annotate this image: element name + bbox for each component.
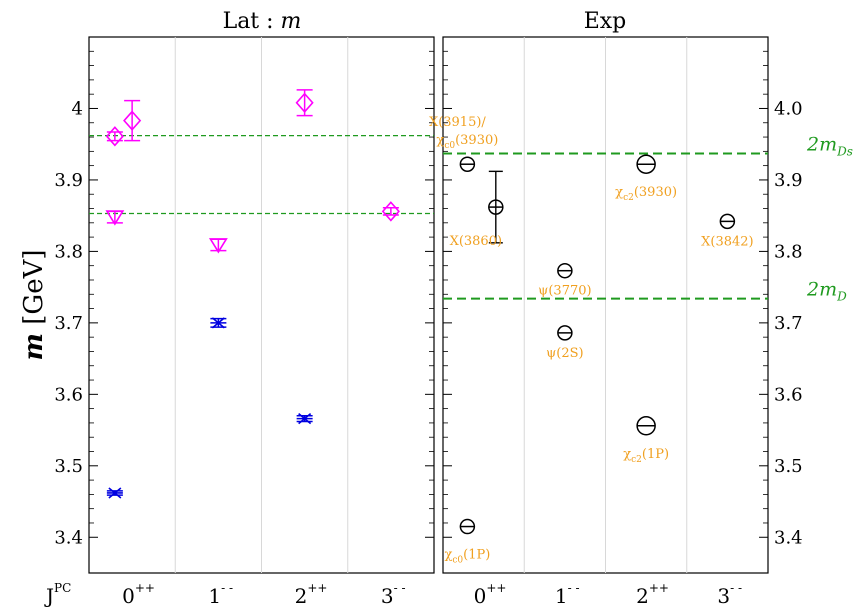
experiment-point (719, 213, 736, 230)
y-tick-label: 3.8 (774, 241, 803, 262)
lattice-reference-lines (89, 134, 434, 215)
lattice-point (208, 238, 228, 254)
category-label: 1- - (208, 581, 233, 608)
star-stroke (298, 413, 312, 425)
y-tick-label: 3.5 (774, 456, 803, 477)
lattice-point (106, 487, 123, 499)
category-label: 1- - (555, 581, 580, 608)
experiment-point (636, 154, 656, 174)
category-label: 0++ (474, 581, 507, 608)
experiment-point (557, 325, 573, 341)
y-tick-label: 3.7 (54, 313, 83, 334)
experiment-panel-title: Exp (584, 9, 627, 34)
experiment-threshold-lines: 2mDs 2mD (443, 133, 853, 304)
lattice-category-labels: 0++ 1- - 2++ 3- - (122, 581, 405, 608)
experiment-category-labels: 0++ 1- - 2++ 3- - (474, 581, 742, 608)
lattice-point (296, 413, 313, 425)
experiment-point (488, 170, 504, 244)
state-label: ψ(2S) (546, 346, 584, 361)
lattice-y-ticks: 3.4 3.5 3.6 3.7 3.8 3.9 4 (54, 50, 434, 548)
lattice-data-points (105, 89, 400, 499)
category-label: 2++ (295, 581, 328, 608)
y-tick-label: 3.9 (774, 170, 803, 191)
category-label: 3- - (381, 581, 406, 608)
state-label: χc0(3930) (436, 133, 498, 151)
experiment-panel: Exp 2mDs 2mD 3.4 3.5 3.6 3.7 3.8 3.9 4.0 0++ 1- … (429, 9, 853, 608)
experiment-point (557, 262, 573, 279)
lattice-point (105, 210, 125, 226)
jpc-axis-label: JPC (44, 581, 71, 608)
lattice-point (210, 317, 227, 329)
diamond-marker (295, 92, 314, 113)
experiment-gridlines (523, 37, 688, 573)
experiment-data-points (459, 154, 736, 535)
y-tick-label: 4 (72, 98, 83, 119)
lattice-panel: Lat : m 3.4 3.5 3.6 3.7 3.8 3.9 4 0++ 1- - 2++ 3-… (54, 9, 435, 608)
category-label: 3- - (717, 581, 742, 608)
experiment-y-ticks: 3.4 3.5 3.6 3.7 3.8 3.9 4.0 (443, 50, 803, 548)
y-axis-label: m [GeV] (19, 250, 49, 361)
y-tick-label: 4.0 (774, 98, 803, 119)
state-label: χc2(1P) (623, 447, 669, 465)
state-label: χc2(3930) (615, 185, 677, 203)
state-label: X(3915)/ (429, 115, 486, 130)
state-label: X(3842) (701, 234, 753, 249)
diamond-marker (381, 201, 400, 222)
lattice-point (123, 99, 142, 142)
experiment-point (459, 156, 476, 172)
diamond-marker (123, 110, 142, 131)
lattice-point (295, 89, 314, 117)
experiment-state-labels: χc0(1P) X(3915)/ X(3860) ψ(3770) ψ(2S) χc2(39… (429, 115, 754, 565)
star-stroke (211, 317, 225, 329)
experiment-point (459, 518, 476, 535)
category-label: 2++ (636, 581, 669, 608)
y-tick-label: 3.7 (774, 313, 803, 334)
star-stroke (108, 487, 122, 499)
lattice-point (381, 201, 400, 222)
y-tick-label: 3.9 (54, 170, 83, 191)
state-label: χc0(1P) (444, 548, 490, 566)
triangle-marker (105, 210, 125, 226)
threshold-label: 2mD (806, 279, 847, 304)
lattice-gridlines (174, 37, 349, 573)
experiment-point (636, 416, 656, 436)
diamond-marker (105, 126, 124, 147)
threshold-label: 2mDs (806, 133, 853, 158)
y-tick-label: 3.4 (54, 527, 83, 548)
state-label: X(3860) (450, 234, 502, 249)
category-label: 0++ (122, 581, 155, 608)
jpc-label-text: JPC (44, 581, 71, 608)
lattice-point (105, 126, 124, 147)
y-tick-label: 3.8 (54, 241, 83, 262)
y-tick-label: 3.4 (774, 527, 803, 548)
y-tick-label: 3.6 (54, 384, 83, 405)
lattice-panel-title: Lat : m (223, 9, 302, 34)
triangle-marker (208, 238, 228, 254)
state-label: ψ(3770) (538, 284, 591, 299)
y-tick-label: 3.5 (54, 456, 83, 477)
y-tick-label: 3.6 (774, 384, 803, 405)
